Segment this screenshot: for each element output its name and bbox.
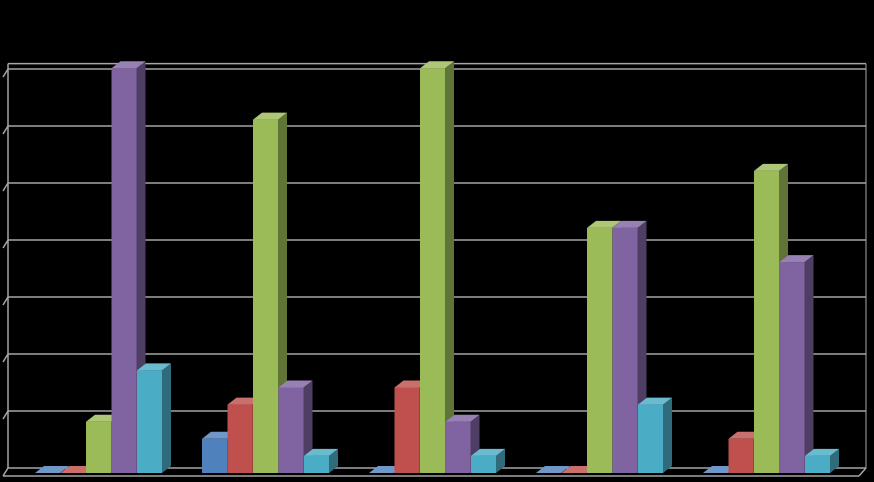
bar-top	[304, 448, 338, 456]
bars	[35, 61, 839, 474]
floor-edge-right	[858, 467, 867, 477]
gridline-tick	[2, 182, 9, 192]
bar-top	[612, 220, 647, 228]
bar	[420, 61, 454, 474]
bar-front	[779, 262, 805, 473]
bar	[536, 466, 570, 473]
bar	[612, 220, 647, 473]
bar	[35, 466, 69, 473]
gridline-tick	[2, 125, 9, 135]
bar-side	[496, 448, 505, 473]
gridline-tick	[2, 68, 9, 78]
bar-front	[587, 227, 612, 473]
bar-top	[111, 61, 146, 69]
bar-front	[445, 421, 471, 473]
bar-front	[420, 68, 445, 474]
bar-top	[587, 220, 621, 228]
bar-top	[278, 380, 313, 388]
bar	[278, 380, 313, 473]
bar	[805, 448, 839, 473]
bar-top	[35, 466, 69, 473]
bar-front	[754, 170, 779, 473]
bar-side	[804, 255, 814, 473]
bar-front	[728, 438, 754, 473]
bar	[471, 448, 505, 473]
bar-top	[137, 363, 171, 371]
bar-top	[445, 414, 480, 422]
bar-front	[638, 404, 663, 473]
gridline-tick	[2, 296, 9, 306]
bar	[304, 448, 338, 473]
gridline-tick	[2, 353, 9, 363]
bar-side	[162, 363, 171, 473]
bar-side	[663, 397, 672, 473]
bar-top	[536, 466, 570, 473]
bar-front	[202, 438, 227, 473]
bar-front	[304, 455, 329, 473]
bar-top	[805, 448, 839, 456]
bar-front	[227, 404, 253, 473]
bar-side	[830, 448, 839, 473]
bar-side	[445, 61, 454, 474]
bar-top	[253, 112, 287, 120]
bar-front	[137, 370, 162, 473]
bar-front	[278, 387, 304, 473]
bar	[779, 255, 814, 473]
bar-front	[253, 119, 278, 473]
gridline-tick	[2, 239, 9, 249]
gridline-tick	[2, 410, 9, 420]
bar-front	[394, 387, 420, 473]
bar-front	[612, 227, 638, 473]
bar-top	[638, 397, 672, 405]
bar-side	[303, 380, 313, 473]
bar-side	[329, 448, 338, 473]
bar-top	[471, 448, 505, 456]
bar-top	[754, 163, 788, 171]
gridline-tick	[2, 467, 9, 477]
bar-front	[805, 455, 830, 473]
bar	[638, 397, 672, 473]
bar	[137, 363, 171, 473]
bar	[445, 414, 480, 473]
bar-front	[471, 455, 496, 473]
bar-top	[779, 255, 814, 263]
bar-top	[420, 61, 454, 69]
bar-front	[86, 421, 111, 473]
bar-front	[111, 68, 137, 474]
